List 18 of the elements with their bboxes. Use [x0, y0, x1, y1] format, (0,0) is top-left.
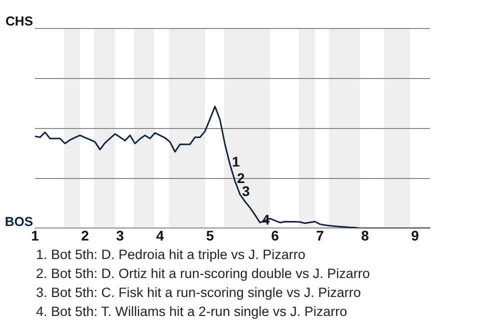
annotation: 2 — [237, 170, 245, 186]
x-tick-label: 9 — [411, 227, 420, 244]
x-tick-label: 1 — [31, 227, 40, 244]
x-tick-label: 3 — [116, 227, 124, 244]
x-tick-label: 5 — [206, 227, 214, 244]
text: 4. Bot 5th: T. Williams hit a 2-run single vs J. Pizarro — [36, 303, 348, 320]
text: 1. Bot 5th: D. Pedroia hit a triple vs J. Pizarro — [36, 246, 306, 264]
text: BOS — [4, 214, 34, 229]
text: 3. Bot 5th: C. Fisk hit a run-scoring single vs J. Pizarro — [36, 284, 362, 302]
x-tick-label: 4 — [156, 227, 164, 244]
annotation: 1 — [232, 153, 240, 170]
x-tick-label: 6 — [271, 227, 280, 244]
text: 2. Bot 5th: D. Ortiz hit a run-scoring double vs J. Pizarro — [36, 265, 371, 283]
annotation: 3 — [242, 183, 250, 200]
text: CHS — [6, 14, 34, 29]
x-tick-label: 2 — [81, 227, 90, 244]
x-tick-label: 8 — [361, 227, 370, 244]
x-tick-label: 7 — [316, 227, 324, 244]
